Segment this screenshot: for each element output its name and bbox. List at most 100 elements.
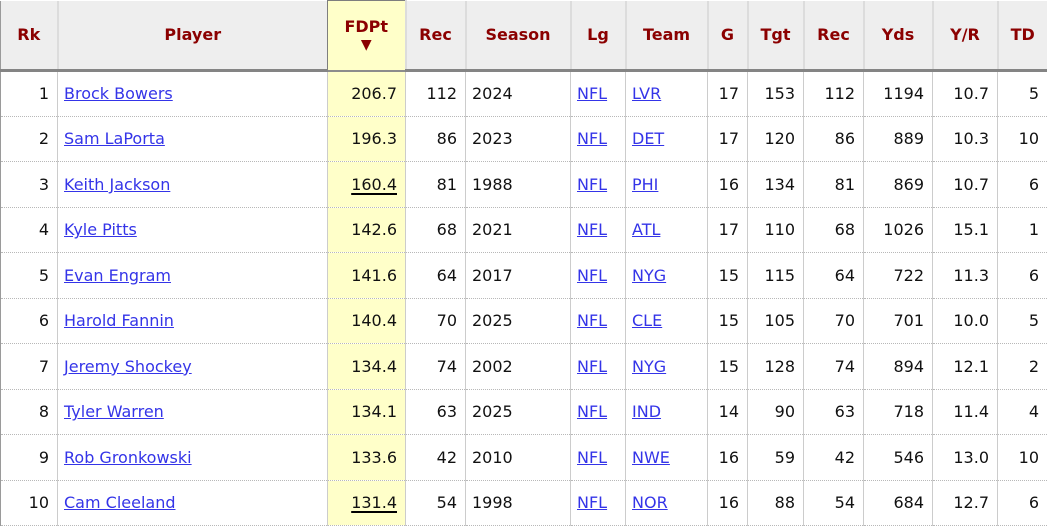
- league-link[interactable]: NFL: [577, 448, 607, 467]
- column-header-lg[interactable]: Lg: [571, 1, 626, 71]
- column-header-rk[interactable]: Rk: [1, 1, 58, 71]
- cell-g: 17: [708, 71, 748, 117]
- team-link[interactable]: CLE: [632, 311, 662, 330]
- cell-yds: 718: [864, 389, 933, 435]
- player-link[interactable]: Cam Cleeland: [64, 493, 176, 512]
- cell-lg: NFL: [571, 207, 626, 253]
- team-link[interactable]: DET: [632, 129, 664, 148]
- cell-tgt: 128: [748, 344, 804, 390]
- team-link[interactable]: PHI: [632, 175, 658, 194]
- player-link[interactable]: Jeremy Shockey: [64, 357, 192, 376]
- team-link[interactable]: NOR: [632, 493, 668, 512]
- player-link[interactable]: Sam LaPorta: [64, 129, 165, 148]
- cell-rk: 3: [1, 162, 58, 208]
- league-link[interactable]: NFL: [577, 129, 607, 148]
- cell-season: 2017: [466, 253, 571, 299]
- cell-rec: 86: [406, 116, 466, 162]
- cell-yr: 10.7: [933, 71, 998, 117]
- column-header-yds[interactable]: Yds: [864, 1, 933, 71]
- cell-team: LVR: [626, 71, 708, 117]
- player-link[interactable]: Keith Jackson: [64, 175, 170, 194]
- cell-rk: 4: [1, 207, 58, 253]
- cell-rec: 74: [406, 344, 466, 390]
- cell-tgt: 59: [748, 435, 804, 481]
- player-link[interactable]: Tyler Warren: [64, 402, 164, 421]
- cell-season: 2025: [466, 389, 571, 435]
- column-header-td[interactable]: TD: [998, 1, 1047, 71]
- player-link[interactable]: Evan Engram: [64, 266, 171, 285]
- cell-rec2: 68: [804, 207, 864, 253]
- cell-tgt: 110: [748, 207, 804, 253]
- league-link[interactable]: NFL: [577, 357, 607, 376]
- cell-td: 6: [998, 480, 1047, 526]
- league-link[interactable]: NFL: [577, 311, 607, 330]
- team-link[interactable]: LVR: [632, 84, 661, 103]
- cell-rec2: 64: [804, 253, 864, 299]
- column-header-tgt[interactable]: Tgt: [748, 1, 804, 71]
- cell-player: Cam Cleeland: [58, 480, 328, 526]
- cell-yds: 546: [864, 435, 933, 481]
- cell-yr: 10.3: [933, 116, 998, 162]
- cell-rec2: 81: [804, 162, 864, 208]
- cell-fdpt: 131.4: [328, 480, 406, 526]
- cell-fdpt: 142.6: [328, 207, 406, 253]
- cell-rec: 68: [406, 207, 466, 253]
- cell-rec: 63: [406, 389, 466, 435]
- league-leader-value: 131.4: [351, 493, 397, 512]
- cell-player: Sam LaPorta: [58, 116, 328, 162]
- player-link[interactable]: Rob Gronkowski: [64, 448, 192, 467]
- cell-g: 16: [708, 480, 748, 526]
- player-link[interactable]: Kyle Pitts: [64, 220, 137, 239]
- cell-rk: 5: [1, 253, 58, 299]
- league-link[interactable]: NFL: [577, 493, 607, 512]
- cell-tgt: 105: [748, 298, 804, 344]
- team-link[interactable]: IND: [632, 402, 661, 421]
- team-link[interactable]: ATL: [632, 220, 660, 239]
- cell-season: 2024: [466, 71, 571, 117]
- league-link[interactable]: NFL: [577, 266, 607, 285]
- cell-yds: 1194: [864, 71, 933, 117]
- cell-yds: 869: [864, 162, 933, 208]
- cell-g: 16: [708, 435, 748, 481]
- cell-yr: 13.0: [933, 435, 998, 481]
- team-link[interactable]: NYG: [632, 357, 666, 376]
- league-link[interactable]: NFL: [577, 175, 607, 194]
- cell-lg: NFL: [571, 298, 626, 344]
- player-link[interactable]: Harold Fannin: [64, 311, 174, 330]
- column-header-yr[interactable]: Y/R: [933, 1, 998, 71]
- team-link[interactable]: NWE: [632, 448, 670, 467]
- cell-rk: 1: [1, 71, 58, 117]
- column-header-fdpt[interactable]: FDPt ▼: [328, 1, 406, 71]
- column-header-g[interactable]: G: [708, 1, 748, 71]
- player-link[interactable]: Brock Bowers: [64, 84, 173, 103]
- column-header-rec[interactable]: Rec: [406, 1, 466, 71]
- cell-tgt: 120: [748, 116, 804, 162]
- cell-td: 6: [998, 162, 1047, 208]
- cell-tgt: 153: [748, 71, 804, 117]
- cell-td: 5: [998, 71, 1047, 117]
- column-header-rec2[interactable]: Rec: [804, 1, 864, 71]
- cell-yr: 11.3: [933, 253, 998, 299]
- league-link[interactable]: NFL: [577, 84, 607, 103]
- cell-td: 10: [998, 116, 1047, 162]
- column-header-season[interactable]: Season: [466, 1, 571, 71]
- cell-season: 1998: [466, 480, 571, 526]
- column-header-team[interactable]: Team: [626, 1, 708, 71]
- cell-player: Brock Bowers: [58, 71, 328, 117]
- cell-season: 2002: [466, 344, 571, 390]
- cell-yds: 1026: [864, 207, 933, 253]
- league-link[interactable]: NFL: [577, 402, 607, 421]
- cell-player: Tyler Warren: [58, 389, 328, 435]
- column-header-player[interactable]: Player: [58, 1, 328, 71]
- cell-yds: 701: [864, 298, 933, 344]
- league-link[interactable]: NFL: [577, 220, 607, 239]
- team-link[interactable]: NYG: [632, 266, 666, 285]
- cell-rec: 81: [406, 162, 466, 208]
- cell-rec: 64: [406, 253, 466, 299]
- cell-season: 2023: [466, 116, 571, 162]
